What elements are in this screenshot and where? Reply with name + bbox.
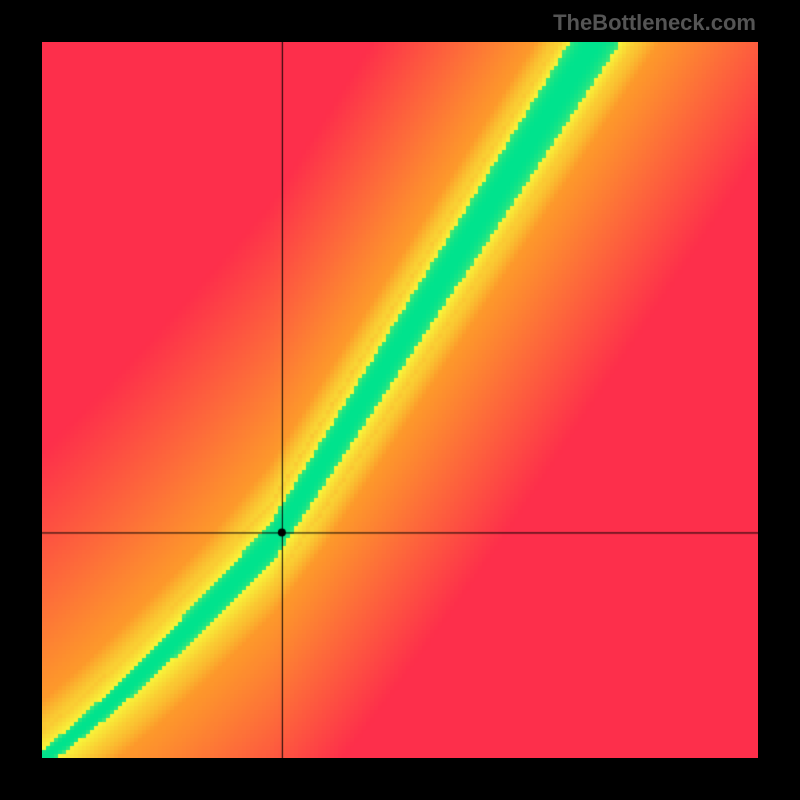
bottleneck-heatmap xyxy=(42,42,758,758)
watermark-text: TheBottleneck.com xyxy=(553,10,756,36)
chart-container: TheBottleneck.com xyxy=(0,0,800,800)
